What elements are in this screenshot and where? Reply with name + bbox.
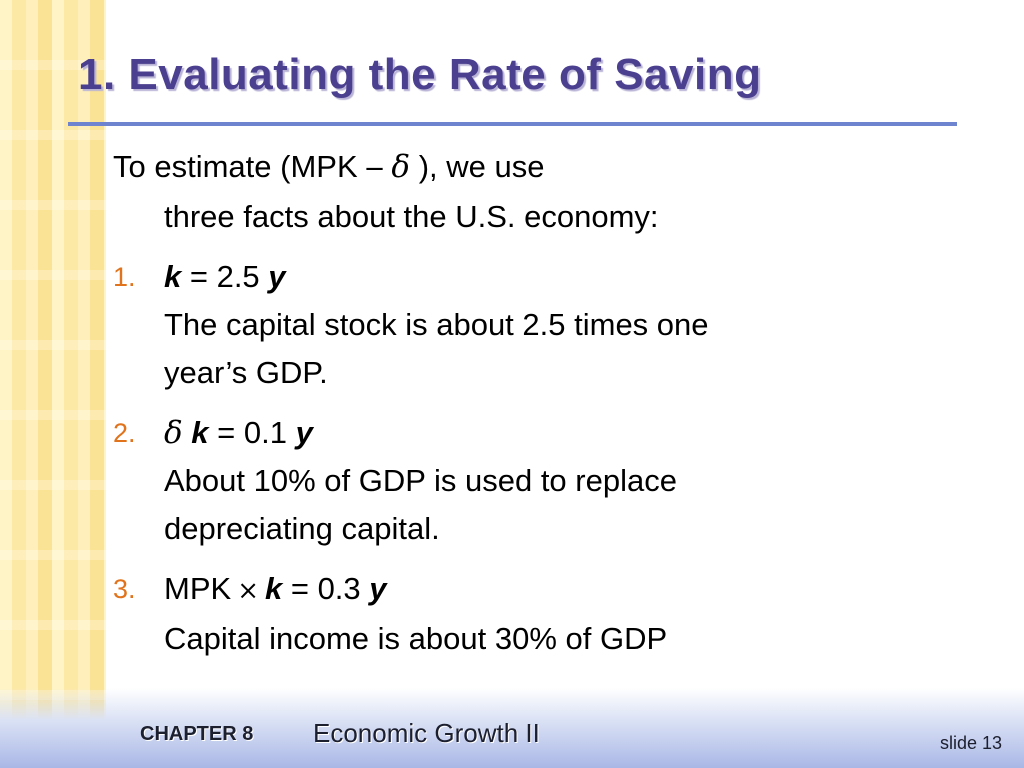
intro-suffix: ), we use bbox=[410, 149, 545, 184]
fact-item-2: 2. δ k = 0.1 y About 10% of GDP is used … bbox=[113, 409, 993, 553]
delta-symbol: δ bbox=[164, 415, 183, 451]
footer-subject: Economic Growth II bbox=[313, 718, 540, 748]
footer-chapter-label: CHAPTER 8 bbox=[140, 723, 254, 745]
intro-prefix: To estimate (MPK bbox=[113, 149, 358, 184]
formula-var-k: k bbox=[164, 259, 182, 294]
bottom-decorative-band bbox=[0, 688, 1024, 768]
times-symbol: × bbox=[237, 576, 259, 606]
fact-formula: MPK × k = 0.3 y bbox=[113, 565, 993, 615]
fact-formula: k = 2.5 y bbox=[113, 253, 993, 301]
title-divider bbox=[68, 122, 957, 126]
formula-var-y: y bbox=[295, 415, 313, 450]
formula-mpk: MPK bbox=[164, 571, 232, 606]
fact-text-line-1: Capital income is about 30% of GDP bbox=[164, 621, 668, 656]
delta-symbol: δ bbox=[391, 149, 411, 185]
intro-line-2: three facts about the U.S. economy: bbox=[164, 199, 659, 234]
slide-title: 1. Evaluating the Rate of Saving bbox=[78, 50, 762, 99]
fact-text-line-1: The capital stock is about 2.5 times one bbox=[164, 307, 709, 342]
formula-var-k: k bbox=[191, 415, 209, 450]
intro-line-1: To estimate (MPK − δ ), we use bbox=[113, 143, 993, 193]
fact-formula: δ k = 0.1 y bbox=[113, 409, 993, 457]
formula-var-k: k bbox=[264, 571, 283, 606]
formula-var-y: y bbox=[369, 571, 387, 606]
left-decorative-band bbox=[0, 0, 106, 768]
formula-equals: = 2.5 bbox=[181, 259, 269, 294]
slide-body: To estimate (MPK − δ ), we use three facts… bbox=[113, 143, 993, 663]
formula-equals: = 0.3 bbox=[282, 571, 370, 606]
fact-text-line-1: About 10% of GDP is used to replace bbox=[164, 463, 677, 498]
fact-number: 2. bbox=[113, 418, 136, 448]
slide-number: slide 13 bbox=[939, 733, 1002, 753]
fact-text-line-2: depreciating capital. bbox=[164, 511, 440, 546]
fact-item-1: 1. k = 2.5 y The capital stock is about … bbox=[113, 253, 993, 397]
formula-equals: = 0.1 bbox=[208, 415, 296, 450]
fact-item-3: 3. MPK × k = 0.3 y Capital income is about… bbox=[113, 565, 993, 663]
formula-var-y: y bbox=[268, 259, 286, 294]
intro-paragraph: To estimate (MPK − δ ), we use three facts… bbox=[113, 143, 993, 241]
fact-text-line-2: year’s GDP. bbox=[164, 355, 328, 390]
fact-number: 1. bbox=[113, 262, 136, 292]
minus-symbol: − bbox=[363, 154, 386, 184]
fact-number: 3. bbox=[113, 574, 136, 604]
